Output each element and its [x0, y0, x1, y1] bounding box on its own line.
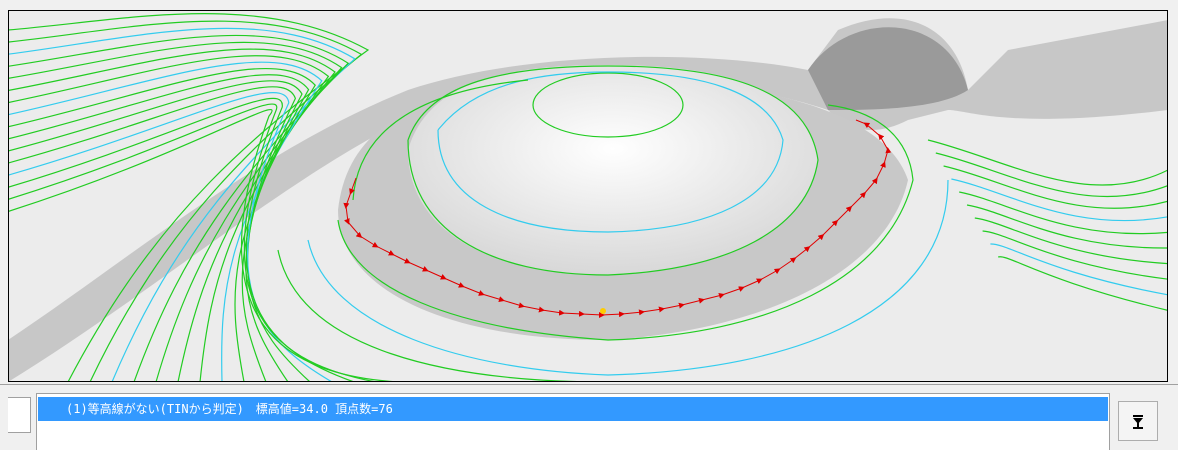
- scroll-top-button[interactable]: [1118, 401, 1158, 441]
- contour-line: [8, 41, 343, 382]
- ridge: [8, 18, 1168, 382]
- contour-line: [943, 165, 1168, 209]
- contour-line: [8, 13, 370, 382]
- contour-line: [8, 67, 316, 382]
- contour-line: [959, 191, 1168, 235]
- contour-line: [8, 61, 323, 382]
- contour-line: [951, 178, 1168, 222]
- hill: [808, 27, 968, 110]
- contour-line: [8, 86, 311, 382]
- contour-line: [998, 256, 1168, 311]
- contour-line: [974, 217, 1168, 265]
- message-panel: (1)等高線がない(TINから判定) 標高値=34.0 頂点数=76: [0, 384, 1178, 450]
- contour-line: [8, 80, 303, 382]
- contour-line: [8, 74, 310, 382]
- message-list: (1)等高線がない(TINから判定) 標高値=34.0 頂点数=76: [36, 393, 1110, 450]
- contour-line: [935, 152, 1168, 198]
- contour-line: [8, 34, 350, 382]
- contour-line: [982, 230, 1168, 280]
- selected-contour: [343, 119, 892, 318]
- contour-line: [8, 92, 333, 382]
- contour-line: [990, 243, 1168, 296]
- top-icon: [1133, 415, 1143, 429]
- view-border: [8, 10, 1168, 382]
- start-vertex: [600, 308, 606, 314]
- contour-line: [8, 27, 356, 382]
- contour-line: [8, 108, 399, 382]
- terrain-view: [8, 10, 1168, 382]
- side-button[interactable]: [8, 397, 31, 433]
- list-item[interactable]: (1)等高線がない(TINから判定) 標高値=34.0 頂点数=76: [38, 397, 1108, 421]
- contour-line: [8, 55, 330, 382]
- contour-line: [927, 139, 1168, 186]
- contour-line: [966, 204, 1168, 249]
- contour-line: [8, 20, 363, 382]
- contour-line: [8, 48, 336, 382]
- contour-line: [8, 103, 377, 382]
